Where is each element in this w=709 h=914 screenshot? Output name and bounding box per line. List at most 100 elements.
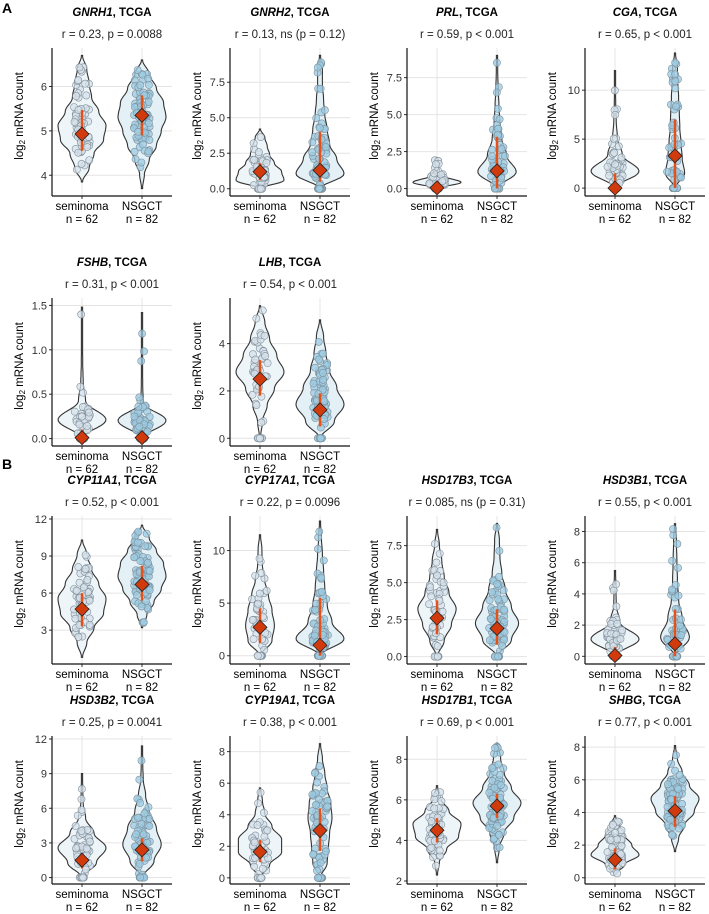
x-tick-label: NSGCT [300, 201, 340, 213]
data-point [145, 119, 153, 128]
gene-name: CYP11A1 [67, 475, 118, 487]
y-label-subscript: 2 [551, 827, 560, 833]
data-point [316, 84, 325, 93]
data-point [312, 866, 321, 875]
mean-marker [134, 430, 150, 446]
data-point [79, 873, 88, 882]
data-point [144, 147, 153, 156]
y-label-subscript: 2 [373, 139, 382, 145]
y-tick-label: 2.5 [387, 615, 402, 627]
panel-fshb: 0.0 0.5 1.0 1.5 seminoma n = 62 NSGCT n = 82 FSH… [0, 254, 178, 476]
data-point [321, 143, 330, 151]
y-tick-label: 2 [574, 620, 580, 632]
y-tick-label: 6 [41, 588, 47, 600]
data-point [494, 652, 502, 661]
data-point [671, 77, 680, 86]
panel-stat: r = 0.69, p < 0.001 [420, 717, 514, 729]
violin-seminoma [57, 773, 107, 879]
data-point [85, 837, 94, 846]
data-point [492, 523, 501, 532]
data-point [256, 788, 265, 797]
data-point [495, 843, 504, 852]
y-tick-label: 8 [574, 742, 580, 754]
mean-marker [312, 402, 328, 418]
y-label-rest: mRNA count [192, 72, 204, 140]
data-point [251, 355, 260, 364]
data-point [142, 597, 150, 606]
gene-name: LHB [258, 257, 283, 269]
panel-title: HSD17B3, TCGA [395, 474, 539, 488]
x-tick-label: seminoma [233, 201, 287, 213]
data-point [613, 619, 622, 628]
data-point [666, 815, 675, 824]
mean-marker [74, 601, 90, 617]
mean-marker [74, 126, 90, 142]
gene-name: FSHB [76, 257, 109, 269]
y-tick-label: 6 [41, 82, 47, 94]
data-point [430, 795, 439, 804]
n-label: n = 62 [244, 464, 276, 476]
panel-stat: r = 0.31, p < 0.001 [65, 279, 159, 291]
x-tick-label: seminoma [588, 889, 642, 901]
panel-title: GNRH1, TCGA [40, 6, 184, 20]
y-label-subscript: 2 [373, 827, 382, 833]
data-point [311, 605, 320, 614]
y-label-subscript: 2 [196, 607, 205, 613]
n-label: n = 82 [659, 902, 691, 914]
data-point [495, 546, 504, 555]
y-label-main: log [14, 394, 26, 410]
mean-marker [607, 852, 623, 868]
gene-name: PRL [436, 7, 459, 19]
panel-title: SHBG, TCGA [573, 694, 709, 708]
y-tick-label: 8 [219, 747, 225, 759]
n-label: n = 82 [304, 464, 336, 476]
data-point [314, 545, 322, 553]
y-tick-label: 0 [41, 873, 47, 885]
data-point [82, 91, 91, 100]
y-label-subscript: 2 [551, 139, 560, 145]
data-point [140, 809, 149, 818]
y-label-main: log [369, 832, 381, 848]
data-point [438, 177, 447, 186]
data-point [322, 847, 330, 856]
x-tick-label: NSGCT [477, 889, 517, 901]
data-point [433, 652, 442, 661]
data-point [77, 805, 86, 814]
data-point [613, 869, 622, 878]
data-point [260, 808, 268, 817]
data-point [137, 357, 146, 365]
x-tick-label: seminoma [55, 669, 109, 681]
points-nsgct [485, 742, 508, 852]
mean-marker [252, 164, 268, 180]
y-axis-label: log2 mRNA count [368, 514, 382, 654]
data-point [73, 811, 82, 820]
data-point [133, 813, 142, 822]
y-label-main: log [369, 144, 381, 160]
data-point [70, 118, 79, 126]
data-point [77, 795, 86, 804]
data-point [85, 156, 94, 165]
y-label-subscript: 2 [196, 827, 205, 833]
x-tick-label: NSGCT [122, 451, 162, 463]
data-point [320, 415, 328, 423]
y-tick-label: 2.5 [387, 147, 402, 159]
y-label-main: log [14, 612, 26, 628]
data-point [74, 76, 83, 85]
y-tick-label: 3 [41, 625, 47, 637]
y-tick-label: 2.5 [210, 148, 225, 160]
data-point [428, 622, 437, 631]
data-point [320, 397, 329, 406]
data-point [668, 585, 676, 594]
data-point [316, 434, 325, 443]
data-point [493, 104, 502, 113]
mean-marker [429, 610, 445, 626]
y-tick-label: 6 [574, 775, 580, 787]
mean-marker [489, 163, 505, 179]
y-tick-label: 7.5 [387, 73, 402, 85]
panel-title: CGA, TCGA [573, 6, 709, 20]
mean-marker [667, 636, 683, 652]
data-point [140, 347, 148, 356]
data-point [142, 529, 151, 538]
data-point [251, 571, 260, 580]
x-tick-label: NSGCT [122, 669, 162, 681]
